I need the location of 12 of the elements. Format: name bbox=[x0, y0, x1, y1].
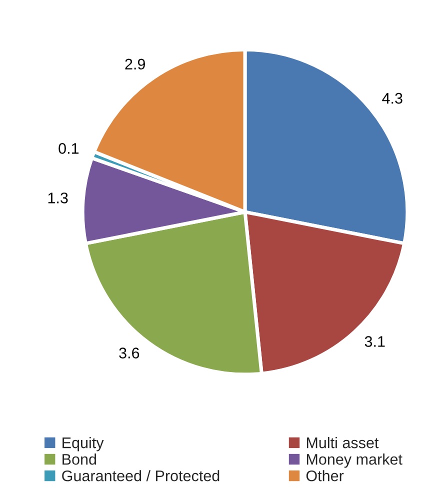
legend-label: Bond bbox=[62, 454, 96, 465]
data-label: 2.9 bbox=[125, 58, 145, 70]
legend-label: Equity bbox=[62, 436, 104, 452]
data-label: 3.6 bbox=[119, 348, 140, 358]
data-label: 0.1 bbox=[58, 143, 79, 154]
legend-label: Other bbox=[306, 470, 344, 482]
legend-label: Guaranteed / Protected bbox=[62, 470, 220, 482]
data-label: 1.3 bbox=[48, 192, 68, 204]
legend-label: Multi asset bbox=[306, 436, 379, 448]
data-label: 3.1 bbox=[364, 336, 385, 347]
data-label: 4.3 bbox=[382, 92, 402, 104]
legend-label: Money market bbox=[306, 454, 402, 468]
